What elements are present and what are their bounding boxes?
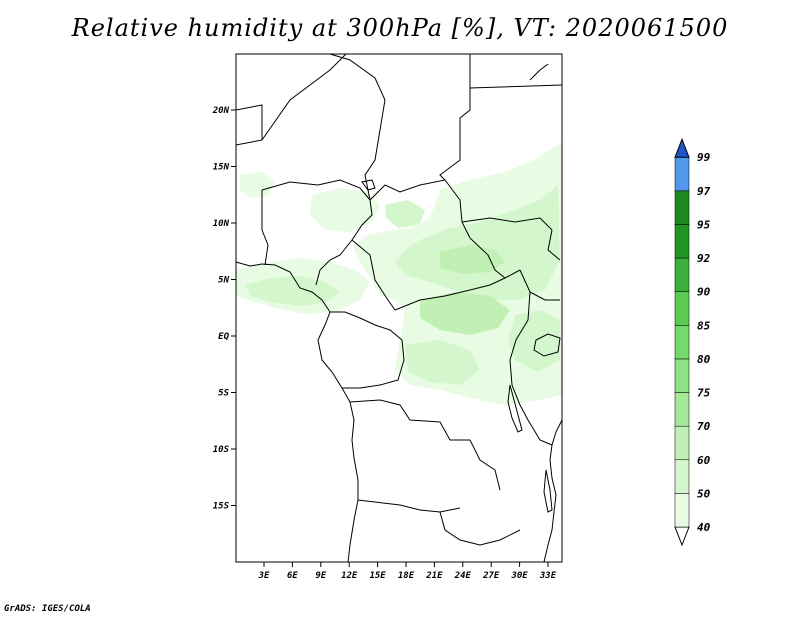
lat-label: 20N <box>212 106 230 116</box>
lat-label: EQ <box>218 332 229 342</box>
lon-label: 24E <box>454 571 472 581</box>
lat-label: 15N <box>213 163 230 173</box>
lat-label: 5N <box>218 276 229 286</box>
colorbar-label: 97 <box>697 185 711 198</box>
colorbar-segment <box>674 156 690 192</box>
lon-label: 9E <box>315 571 326 581</box>
coastline-west-africa <box>235 261 359 563</box>
colorbar-segment <box>674 358 690 393</box>
humidity-area-uganda <box>508 310 560 372</box>
colorbar-top-triangle <box>674 137 690 158</box>
colorbar-label: 99 <box>697 151 711 164</box>
red-sea-coast <box>529 63 549 81</box>
colorbar-segment <box>674 493 690 528</box>
border-sudan-ssudan <box>461 217 553 231</box>
lat-label: 10S <box>213 445 230 455</box>
colorbar-label: 95 <box>697 218 711 231</box>
colorbar-segment <box>674 224 690 259</box>
humidity-area-central-africa-mid <box>395 185 560 300</box>
border-drc-east <box>509 269 531 421</box>
lon-label: 30E <box>510 571 528 581</box>
colorbar: 40 50 60 70 75 80 85 90 92 95 97 99 <box>674 137 711 547</box>
lat-label: 15S <box>213 502 230 512</box>
humidity-area-congo-south <box>405 340 480 385</box>
colorbar-segment <box>674 325 690 360</box>
colorbar-segment <box>674 257 690 292</box>
lat-label: 10N <box>213 219 230 229</box>
coastlines-borders <box>235 53 563 563</box>
border-niger-nigeria <box>261 190 269 266</box>
colorbar-label: 40 <box>697 521 711 534</box>
colorbar-label: 90 <box>697 286 711 299</box>
map-frame <box>235 53 563 563</box>
colorbar-segment <box>674 392 690 427</box>
colorbar-label: 92 <box>697 252 711 265</box>
lon-label: 15E <box>369 571 386 581</box>
border-cameroon-car <box>351 239 396 311</box>
border-libya-sudan <box>439 54 471 181</box>
border-chad-north <box>329 53 386 201</box>
lake-malawi <box>543 469 553 513</box>
border-congo-gabon <box>330 311 405 389</box>
border-lake-chad <box>361 179 376 191</box>
humidity-area-chad <box>310 188 380 232</box>
colorbar-label: 75 <box>697 387 711 400</box>
lake-victoria <box>533 333 561 357</box>
colorbar-label: 80 <box>697 353 711 366</box>
colorbar-segment <box>674 425 690 461</box>
colorbar-segment <box>674 459 690 494</box>
colorbar-label: 60 <box>697 454 711 467</box>
lon-label: 12E <box>341 571 358 581</box>
border-zambia <box>439 511 521 546</box>
border-egypt-sudan <box>469 84 563 89</box>
lat-label: 5S <box>218 389 229 399</box>
lon-label: 6E <box>287 571 298 581</box>
border-angola-south <box>357 499 461 513</box>
grads-credit: GrADS: IGES/COLA <box>4 604 91 614</box>
border-tanzania <box>527 419 553 446</box>
latitude-axis: 20N 15N 10N 5N EQ 5S 10S 15S <box>212 106 236 512</box>
colorbar-label: 85 <box>697 319 711 332</box>
colorbar-bottom-triangle <box>674 526 690 547</box>
border-mali-niger <box>261 53 347 141</box>
colorbar-label: 70 <box>697 420 711 433</box>
colorbar-label: 50 <box>697 487 711 500</box>
border-nigeria-north <box>261 179 371 201</box>
border-drc-angola <box>349 399 501 491</box>
border-west-sahara <box>235 104 263 146</box>
lon-label: 27E <box>482 571 500 581</box>
map-title: Relative humidity at 300hPa [%], VT: 202… <box>71 14 729 42</box>
lake-tanganyika <box>507 384 523 433</box>
humidity-area-congo-core <box>420 292 510 335</box>
lon-label: 18E <box>398 571 415 581</box>
border-car-sudan <box>469 237 506 279</box>
coastline-east-africa <box>543 419 563 563</box>
lon-label: 3E <box>258 571 270 581</box>
lon-label: 33E <box>539 571 557 581</box>
lon-label: 21E <box>425 571 443 581</box>
humidity-shading <box>236 142 562 405</box>
humidity-area-west-africa <box>240 172 275 198</box>
border-cameroon <box>315 199 373 286</box>
colorbar-segment <box>674 291 690 326</box>
humidity-area-chad-inner <box>385 200 425 228</box>
border-uganda <box>529 291 560 301</box>
border-ssudan-ethiopia <box>547 229 561 261</box>
longitude-axis: 3E 6E 9E 12E 15E 18E 21E 24E 27E 30E 33E <box>258 562 557 581</box>
humidity-area-central-africa-core <box>440 245 505 274</box>
border-chad-car <box>369 179 471 239</box>
colorbar-segment <box>674 190 690 225</box>
